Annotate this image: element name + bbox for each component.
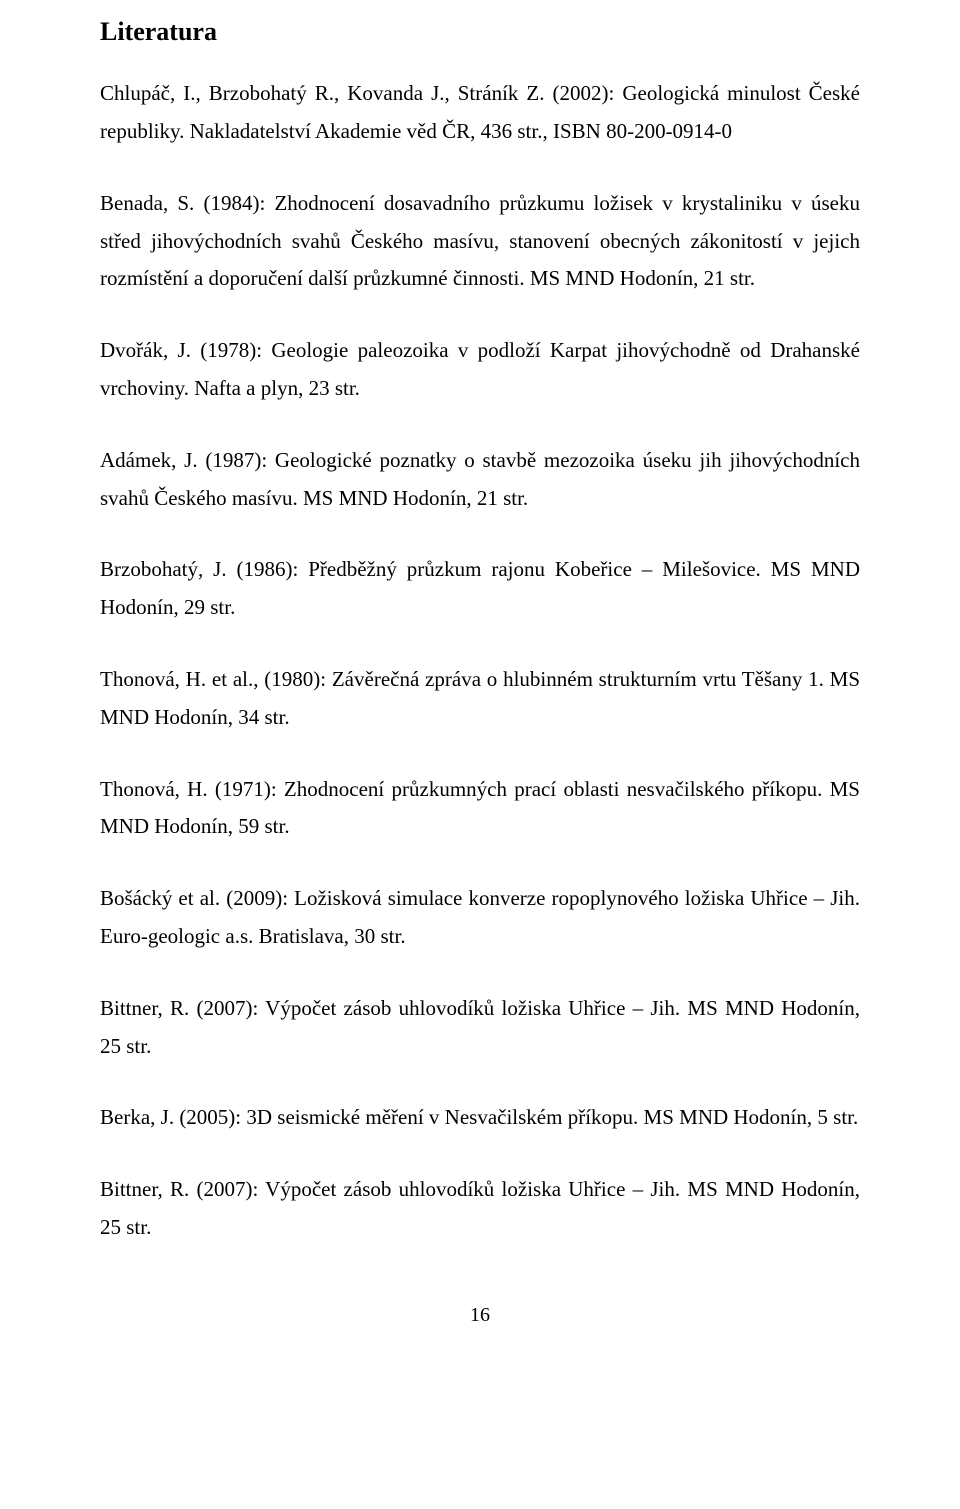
reference-item: Bošácký et al. (2009): Ložisková simulac…: [100, 880, 860, 956]
section-heading: Literatura: [100, 16, 860, 47]
reference-item: Brzobohatý, J. (1986): Předběžný průzkum…: [100, 551, 860, 627]
reference-item: Bittner, R. (2007): Výpočet zásob uhlovo…: [100, 990, 860, 1066]
reference-item: Adámek, J. (1987): Geologické poznatky o…: [100, 442, 860, 518]
reference-item: Berka, J. (2005): 3D seismické měření v …: [100, 1099, 860, 1137]
reference-item: Benada, S. (1984): Zhodnocení dosavadníh…: [100, 185, 860, 298]
reference-item: Thonová, H. (1971): Zhodnocení průzkumný…: [100, 771, 860, 847]
reference-item: Bittner, R. (2007): Výpočet zásob uhlovo…: [100, 1171, 860, 1247]
reference-item: Dvořák, J. (1978): Geologie paleozoika v…: [100, 332, 860, 408]
document-page: Literatura Chlupáč, I., Brzobohatý R., K…: [0, 0, 960, 1509]
reference-item: Thonová, H. et al., (1980): Závěrečná zp…: [100, 661, 860, 737]
reference-item: Chlupáč, I., Brzobohatý R., Kovanda J., …: [100, 75, 860, 151]
page-number: 16: [100, 1297, 860, 1333]
